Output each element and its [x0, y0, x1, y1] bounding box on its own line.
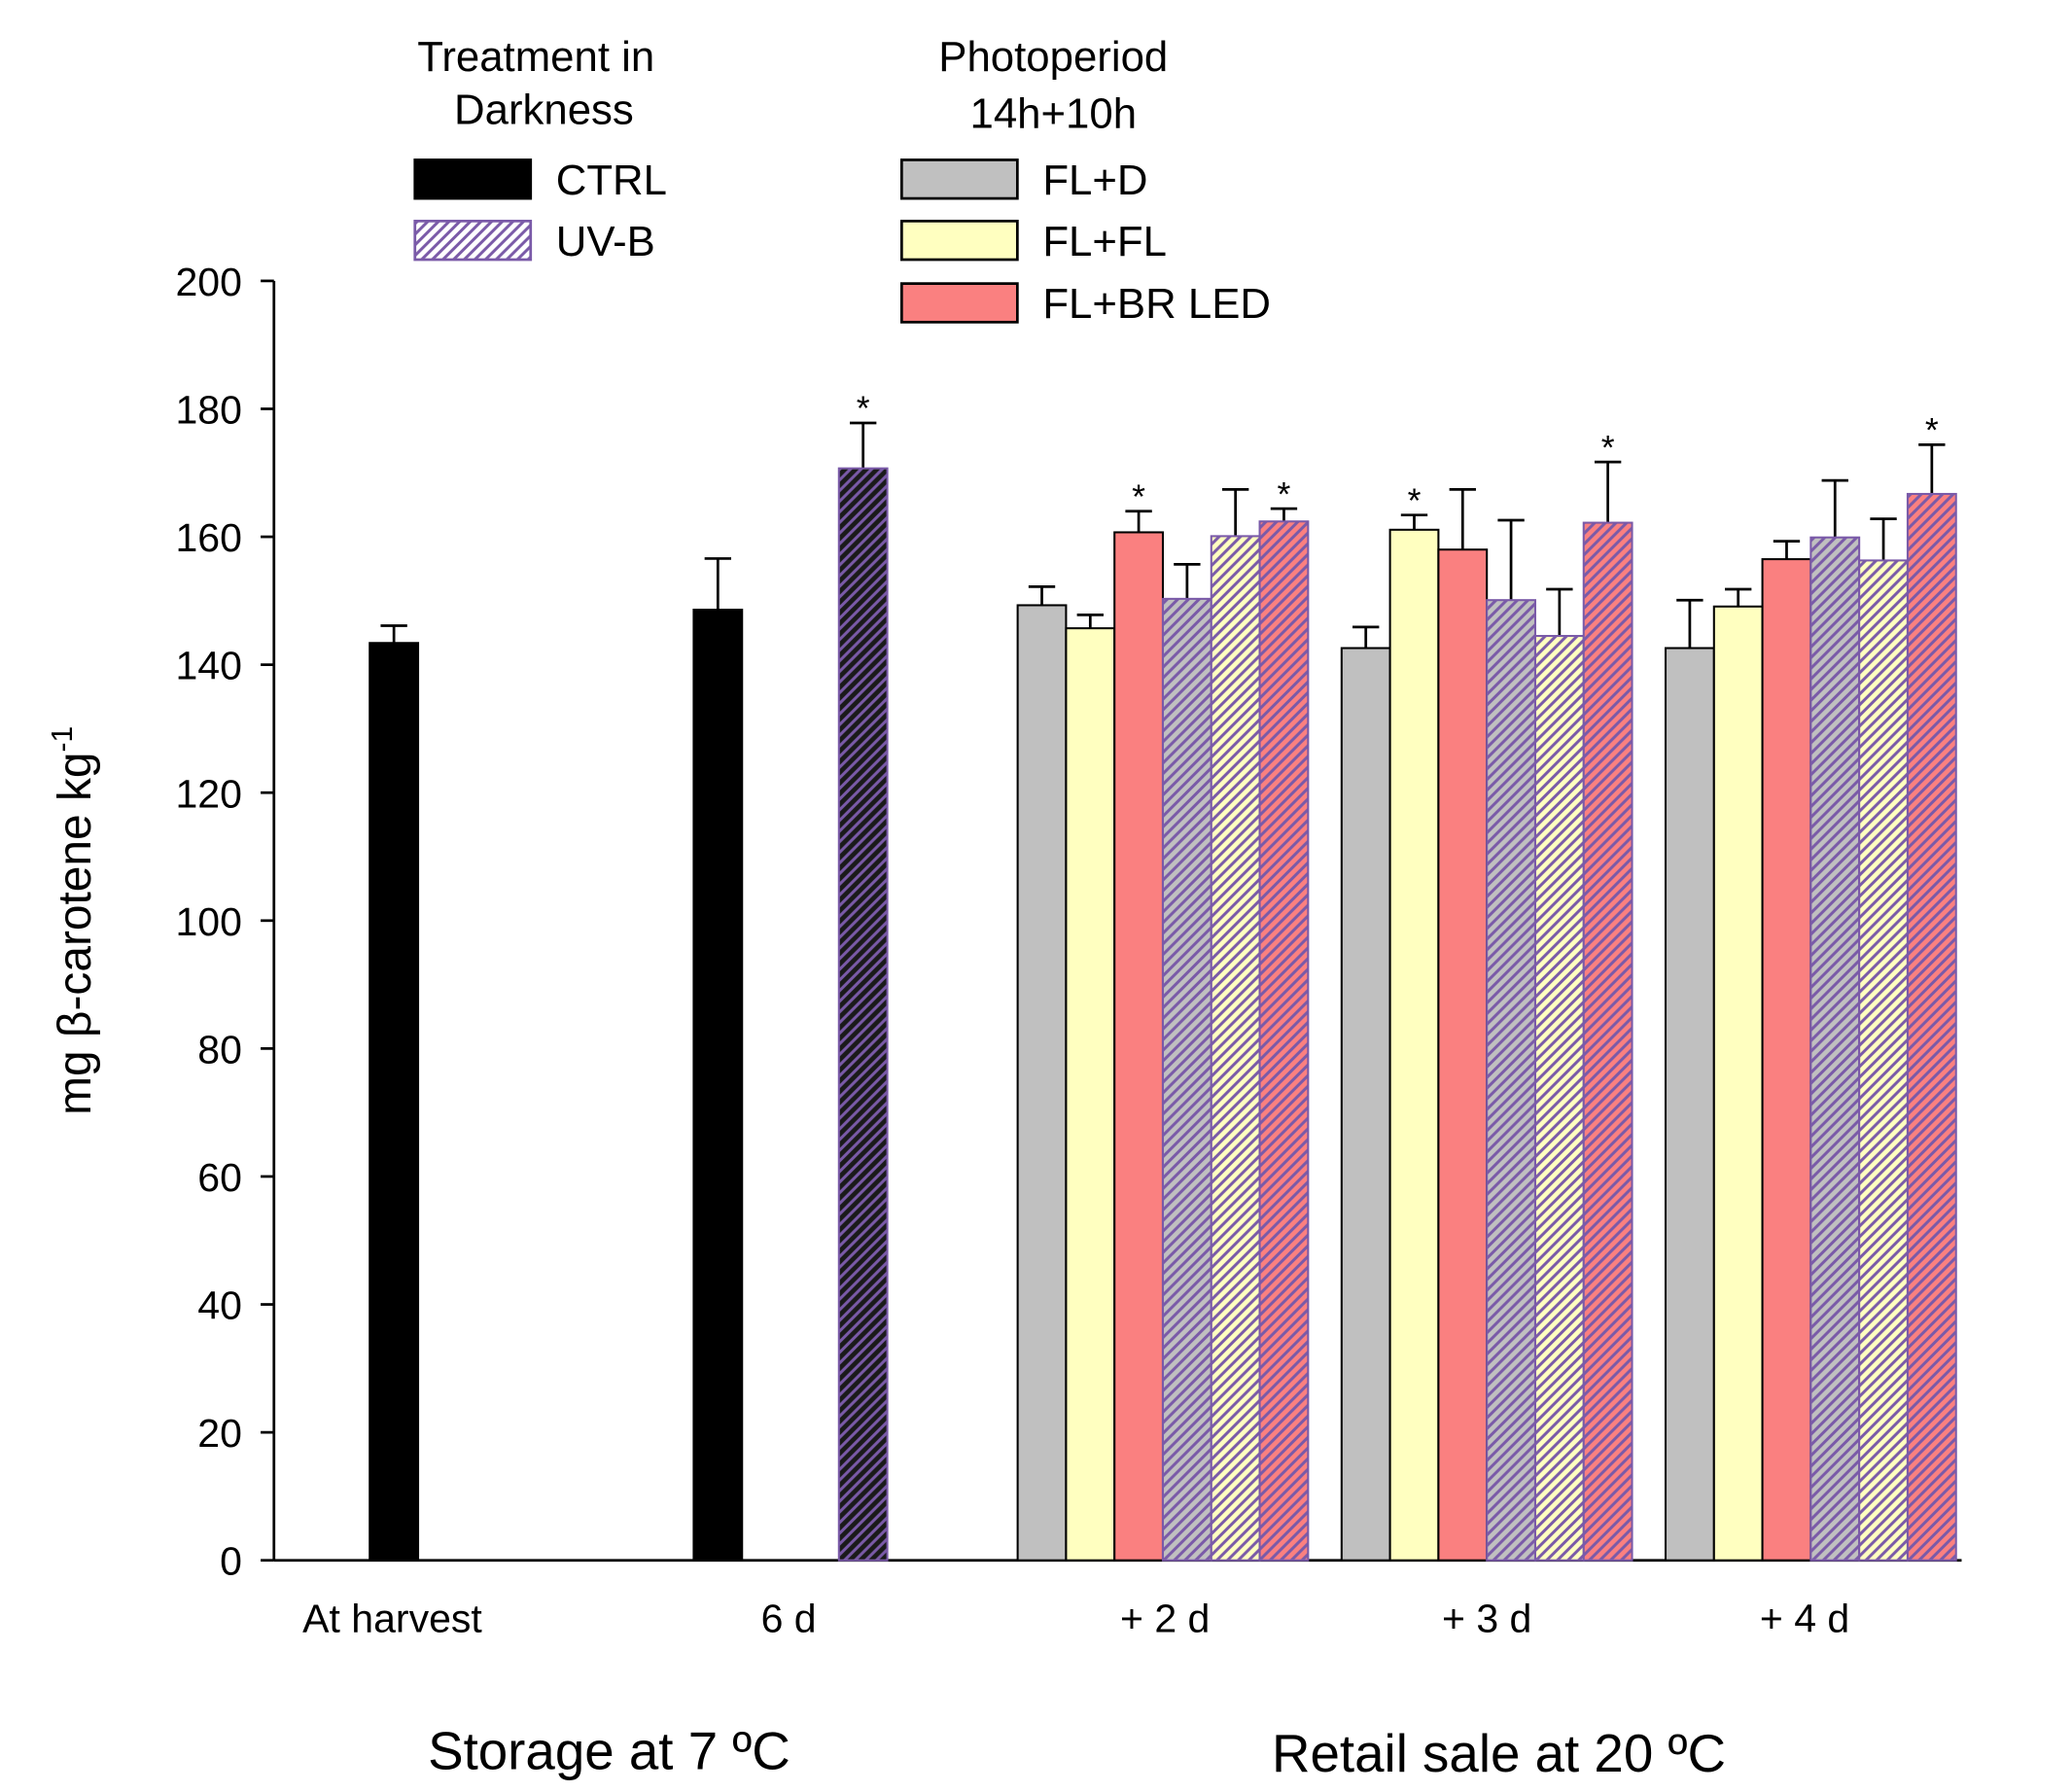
- y-tick-label: 20: [197, 1411, 242, 1456]
- y-axis-label: mg β-carotene kg-1: [47, 726, 101, 1115]
- legend-title: 14h+10h: [970, 90, 1138, 138]
- legend-label: FL+D: [1042, 157, 1147, 204]
- bar: [1113, 531, 1165, 1562]
- y-tick-label: 140: [175, 644, 241, 688]
- significance-label: *: [1925, 411, 1939, 450]
- legend-label: FL+FL: [1042, 218, 1167, 265]
- bar: [1712, 605, 1764, 1562]
- bar: [1582, 521, 1633, 1562]
- legend-swatch: [899, 282, 1019, 324]
- significance-label: *: [1278, 474, 1291, 513]
- x-tick-label: At harvest: [302, 1597, 482, 1641]
- significance-label: *: [1132, 477, 1145, 516]
- bar: [837, 467, 889, 1562]
- bar: [1486, 599, 1536, 1562]
- legend-title: Photoperiod: [938, 33, 1168, 81]
- legend-swatch: [413, 219, 533, 262]
- significance-label: *: [1601, 428, 1615, 467]
- bar: [1437, 548, 1489, 1562]
- y-tick-label: 100: [175, 899, 241, 944]
- bar: [1016, 604, 1068, 1562]
- y-tick-label: 160: [175, 515, 241, 560]
- group-label: Retail sale at 20 ºC: [1272, 1723, 1726, 1783]
- bar: [1664, 647, 1715, 1562]
- legend-label: CTRL: [556, 157, 667, 204]
- bar: [1761, 558, 1812, 1562]
- bar: [1210, 535, 1261, 1562]
- bar: [1809, 536, 1861, 1562]
- significance-label: *: [1408, 481, 1422, 520]
- group-label: Storage at 7 ºC: [428, 1720, 790, 1780]
- bar: [692, 609, 744, 1562]
- legend-label: UV-B: [556, 218, 655, 265]
- significance-label: *: [857, 389, 870, 428]
- bar: [1258, 520, 1310, 1562]
- bar: [1340, 647, 1391, 1562]
- x-tick-label: + 2 d: [1120, 1597, 1210, 1641]
- y-tick-label: 120: [175, 771, 241, 816]
- legend-title: Treatment in: [417, 33, 654, 81]
- bar: [1533, 635, 1585, 1562]
- bar: [1065, 627, 1116, 1562]
- legend-label: FL+BR LED: [1042, 280, 1271, 328]
- y-tick-label: 60: [197, 1155, 242, 1200]
- y-tick-label: 0: [220, 1539, 242, 1584]
- x-tick-label: 6 d: [761, 1597, 817, 1641]
- y-tick-label: 200: [175, 260, 241, 304]
- y-tick-label: 180: [175, 388, 241, 433]
- x-tick-label: + 3 d: [1442, 1597, 1531, 1641]
- x-tick-label: + 4 d: [1760, 1597, 1849, 1641]
- bar: [1161, 597, 1212, 1562]
- legend-swatch: [899, 158, 1019, 200]
- y-tick-label: 80: [197, 1027, 242, 1072]
- y-tick-label: 40: [197, 1283, 242, 1328]
- legend-title: Darkness: [454, 87, 634, 134]
- bar: [1858, 559, 1909, 1562]
- legend-swatch: [413, 158, 533, 200]
- bar: [1906, 492, 1957, 1562]
- bar: [369, 642, 420, 1562]
- legend-swatch: [899, 219, 1019, 262]
- bar: [1388, 528, 1440, 1562]
